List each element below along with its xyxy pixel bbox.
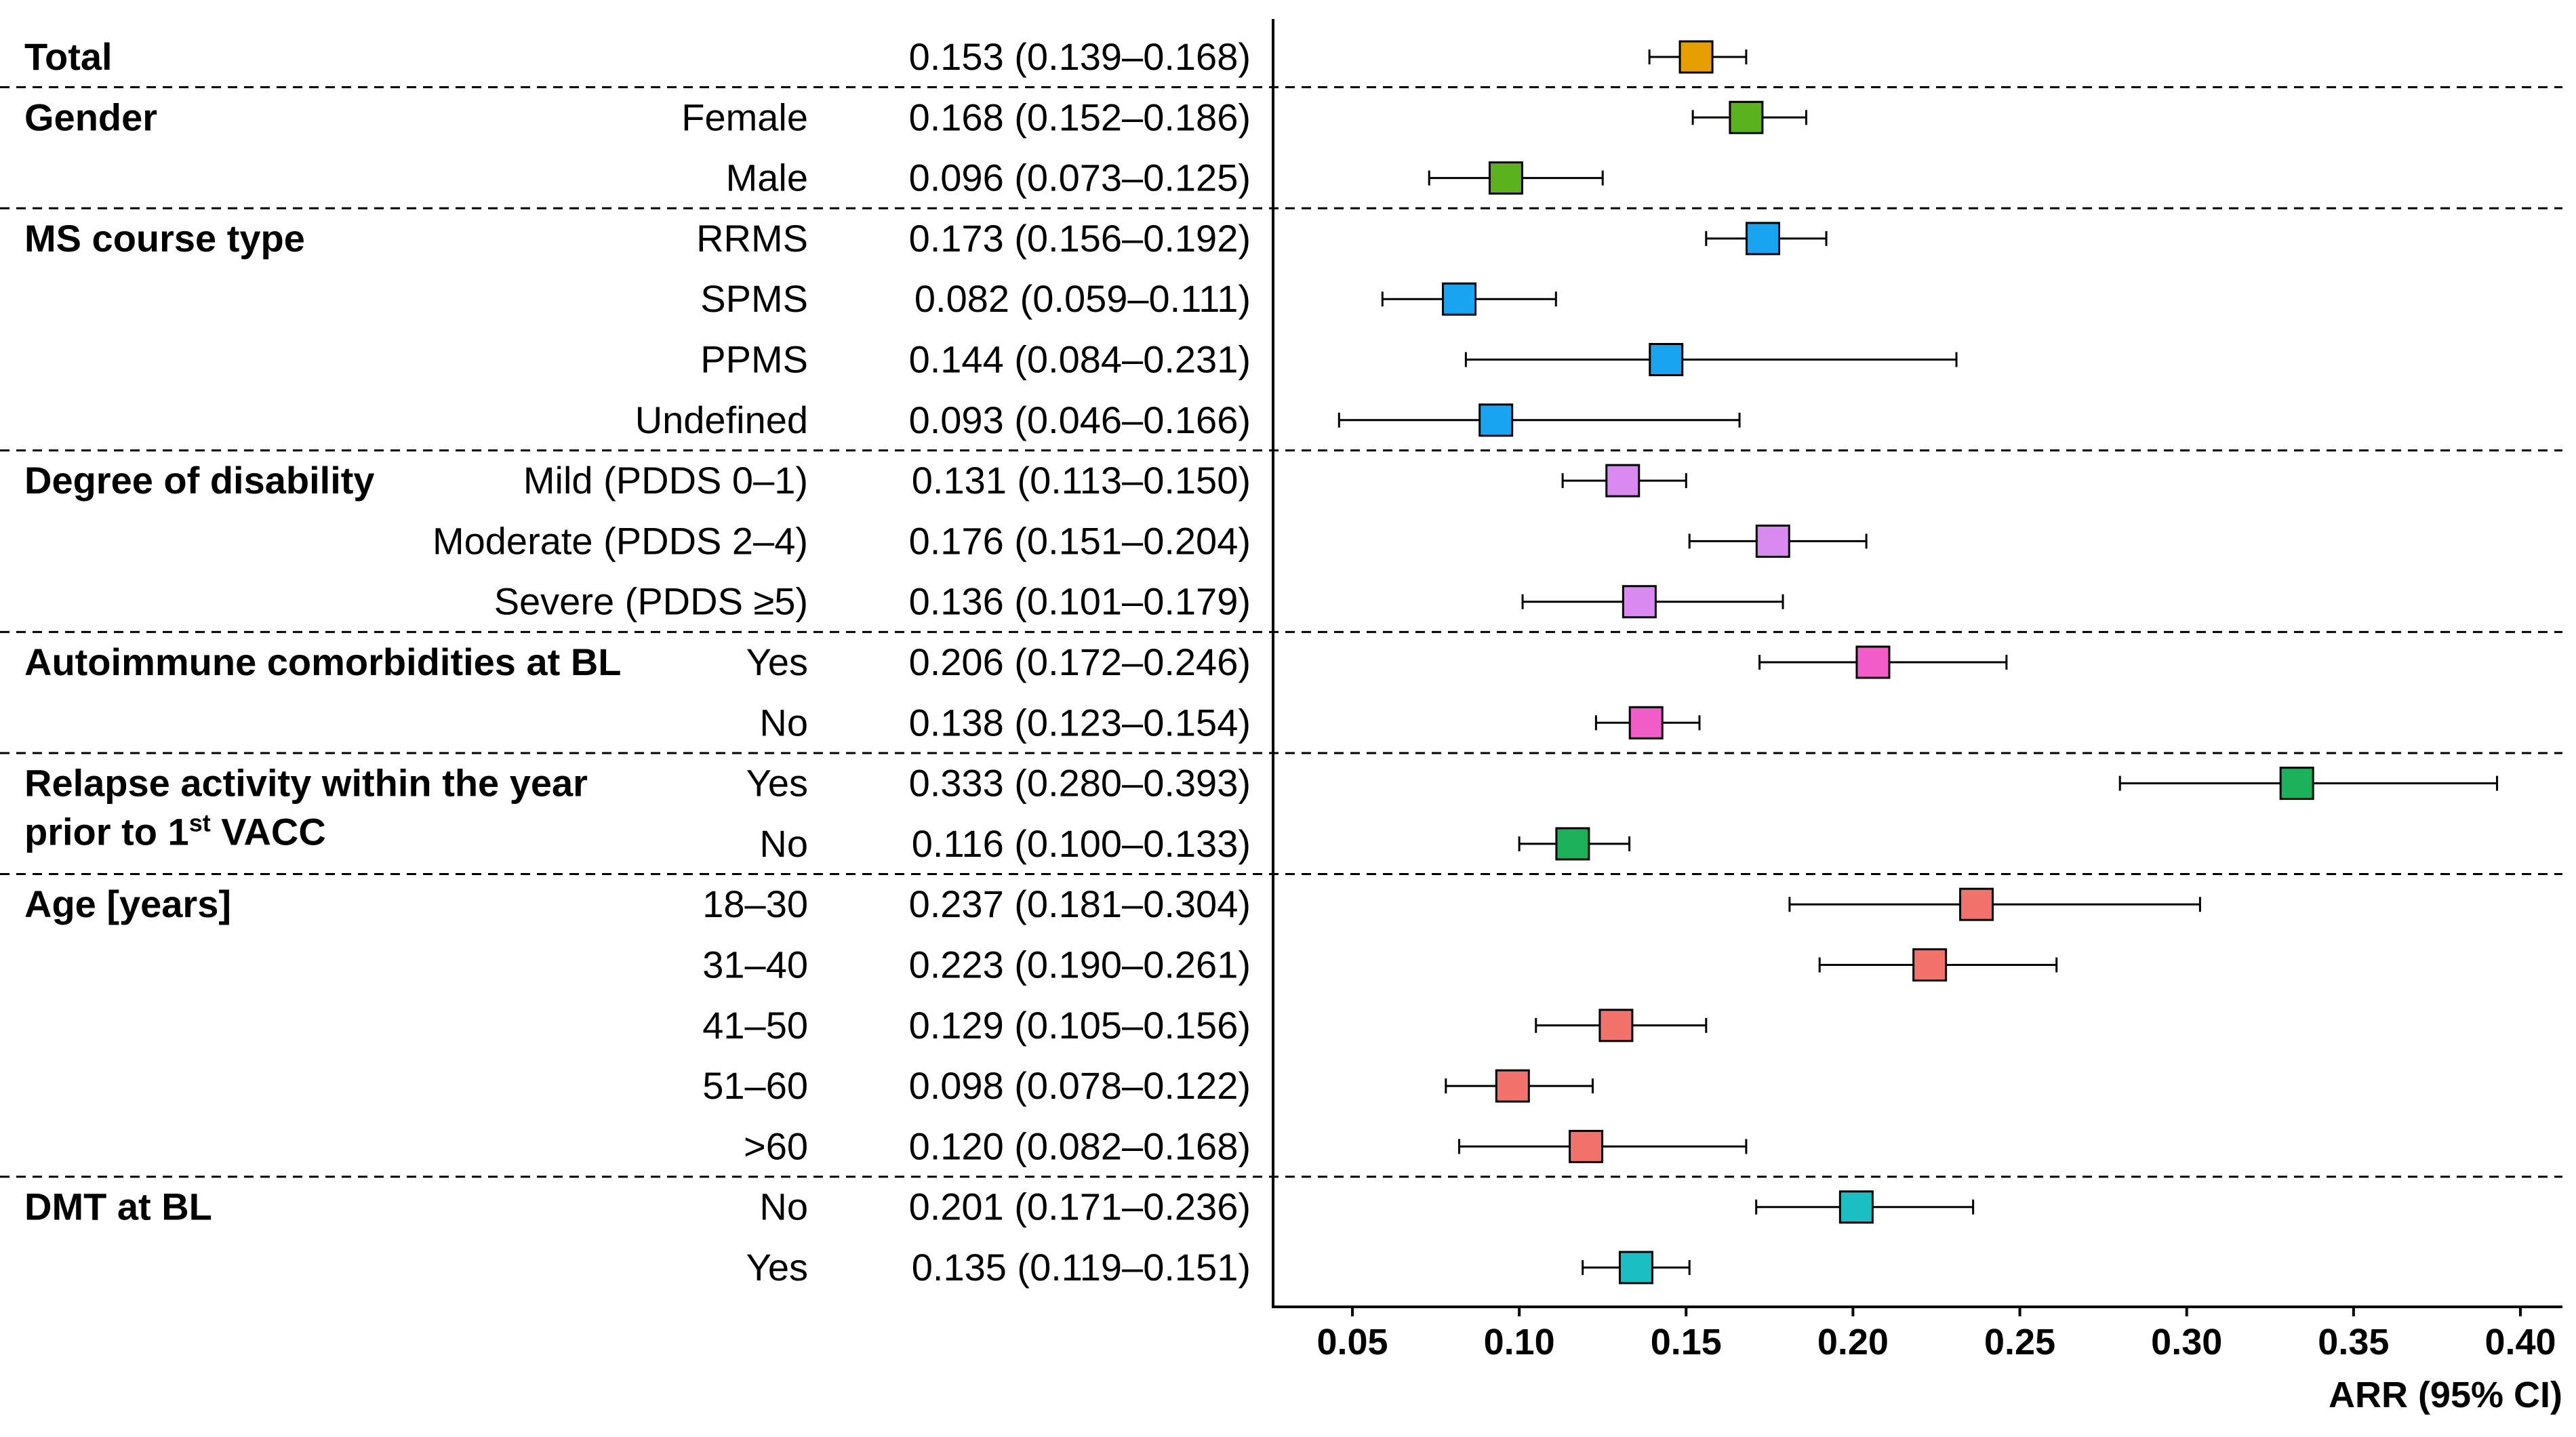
estimate-box bbox=[1495, 1069, 1530, 1103]
row-label: Yes bbox=[746, 1246, 808, 1289]
estimate-text: 0.098 (0.078–0.122) bbox=[909, 1064, 1251, 1107]
x-tick-label: 0.15 bbox=[1651, 1322, 1722, 1362]
estimate-text: 0.082 (0.059–0.111) bbox=[914, 277, 1251, 320]
estimate-text: 0.131 (0.113–0.150) bbox=[912, 459, 1251, 502]
group-label: Relapse activity within the year bbox=[24, 762, 588, 805]
estimate-box bbox=[1598, 1009, 1634, 1043]
estimate-box bbox=[1959, 887, 1994, 921]
estimate-text: 0.116 (0.100–0.133) bbox=[912, 822, 1251, 865]
estimate-box bbox=[1628, 706, 1664, 740]
x-axis-title: ARR (95% CI) bbox=[2329, 1375, 2562, 1415]
estimate-box bbox=[1649, 343, 1684, 376]
x-tick-label: 0.35 bbox=[2318, 1322, 2389, 1362]
estimate-box bbox=[1622, 585, 1657, 619]
estimate-text: 0.153 (0.139–0.168) bbox=[909, 35, 1251, 78]
x-tick-label: 0.25 bbox=[1984, 1322, 2055, 1362]
group-label: Degree of disability bbox=[24, 459, 375, 502]
group-label: Autoimmune comorbidities at BL bbox=[24, 641, 622, 683]
x-tick-label: 0.05 bbox=[1316, 1322, 1388, 1362]
x-tick-label: 0.10 bbox=[1484, 1322, 1555, 1362]
estimate-text: 0.129 (0.105–0.156) bbox=[909, 1004, 1251, 1047]
estimate-text: 0.144 (0.084–0.231) bbox=[909, 338, 1251, 381]
row-label: Male bbox=[726, 157, 808, 199]
row-label: 41–50 bbox=[702, 1004, 808, 1047]
group-label: Gender bbox=[24, 96, 157, 138]
estimate-text: 0.333 (0.280–0.393) bbox=[909, 762, 1251, 805]
row-label: Moderate (PDDS 2–4) bbox=[432, 519, 808, 562]
estimate-text: 0.168 (0.152–0.186) bbox=[909, 96, 1251, 138]
estimate-text: 0.093 (0.046–0.166) bbox=[909, 399, 1251, 441]
estimate-box bbox=[1605, 464, 1641, 498]
x-tick-label: 0.30 bbox=[2151, 1322, 2222, 1362]
x-tick-label: 0.20 bbox=[1817, 1322, 1889, 1362]
estimate-box bbox=[1855, 645, 1891, 679]
estimate-box bbox=[1755, 524, 1790, 558]
estimate-box bbox=[1729, 100, 1764, 134]
estimate-box bbox=[2279, 767, 2314, 801]
row-label: Mild (PDDS 0–1) bbox=[523, 459, 808, 502]
row-label: SPMS bbox=[700, 277, 808, 320]
row-label: No bbox=[759, 1186, 808, 1228]
group-label: DMT at BL bbox=[24, 1186, 212, 1228]
estimate-box bbox=[1746, 222, 1781, 256]
estimate-text: 0.201 (0.171–0.236) bbox=[909, 1186, 1251, 1228]
estimate-text: 0.206 (0.172–0.246) bbox=[909, 641, 1251, 683]
estimate-text: 0.135 (0.119–0.151) bbox=[912, 1246, 1251, 1289]
estimate-text: 0.176 (0.151–0.204) bbox=[909, 519, 1251, 562]
estimate-text: 0.138 (0.123–0.154) bbox=[909, 701, 1251, 744]
estimate-box bbox=[1488, 161, 1523, 195]
row-label: PPMS bbox=[700, 338, 808, 381]
estimate-text: 0.096 (0.073–0.125) bbox=[909, 157, 1251, 199]
row-label: Yes bbox=[746, 641, 808, 683]
group-label: Age [years] bbox=[24, 883, 231, 925]
row-label: >60 bbox=[744, 1125, 808, 1167]
group-label-line2: prior to 1st VACC bbox=[24, 809, 326, 853]
x-tick-label: 0.40 bbox=[2484, 1322, 2556, 1362]
estimate-box bbox=[1569, 1129, 1604, 1163]
row-label: 18–30 bbox=[702, 883, 808, 925]
estimate-box bbox=[1678, 40, 1714, 74]
estimate-text: 0.120 (0.082–0.168) bbox=[909, 1125, 1251, 1167]
row-label: Undefined bbox=[635, 399, 808, 441]
row-label: No bbox=[759, 822, 808, 865]
row-label: No bbox=[759, 701, 808, 744]
estimate-box bbox=[1478, 403, 1514, 437]
row-label: Female bbox=[681, 96, 808, 138]
estimate-box bbox=[1838, 1190, 1874, 1224]
row-label: 31–40 bbox=[702, 944, 808, 986]
estimate-box bbox=[1442, 282, 1477, 316]
group-label: MS course type bbox=[24, 217, 305, 260]
row-label: Severe (PDDS ≥5) bbox=[494, 580, 808, 623]
group-label: Total bbox=[24, 35, 113, 78]
estimate-box bbox=[1555, 827, 1590, 861]
estimate-box bbox=[1912, 948, 1948, 981]
row-label: RRMS bbox=[696, 217, 808, 260]
estimate-text: 0.223 (0.190–0.261) bbox=[909, 944, 1251, 986]
estimate-text: 0.136 (0.101–0.179) bbox=[909, 580, 1251, 623]
row-label: 51–60 bbox=[702, 1064, 808, 1107]
row-label: Yes bbox=[746, 762, 808, 805]
estimate-text: 0.173 (0.156–0.192) bbox=[909, 217, 1251, 260]
estimate-text: 0.237 (0.181–0.304) bbox=[909, 883, 1251, 925]
estimate-box bbox=[1618, 1251, 1653, 1284]
